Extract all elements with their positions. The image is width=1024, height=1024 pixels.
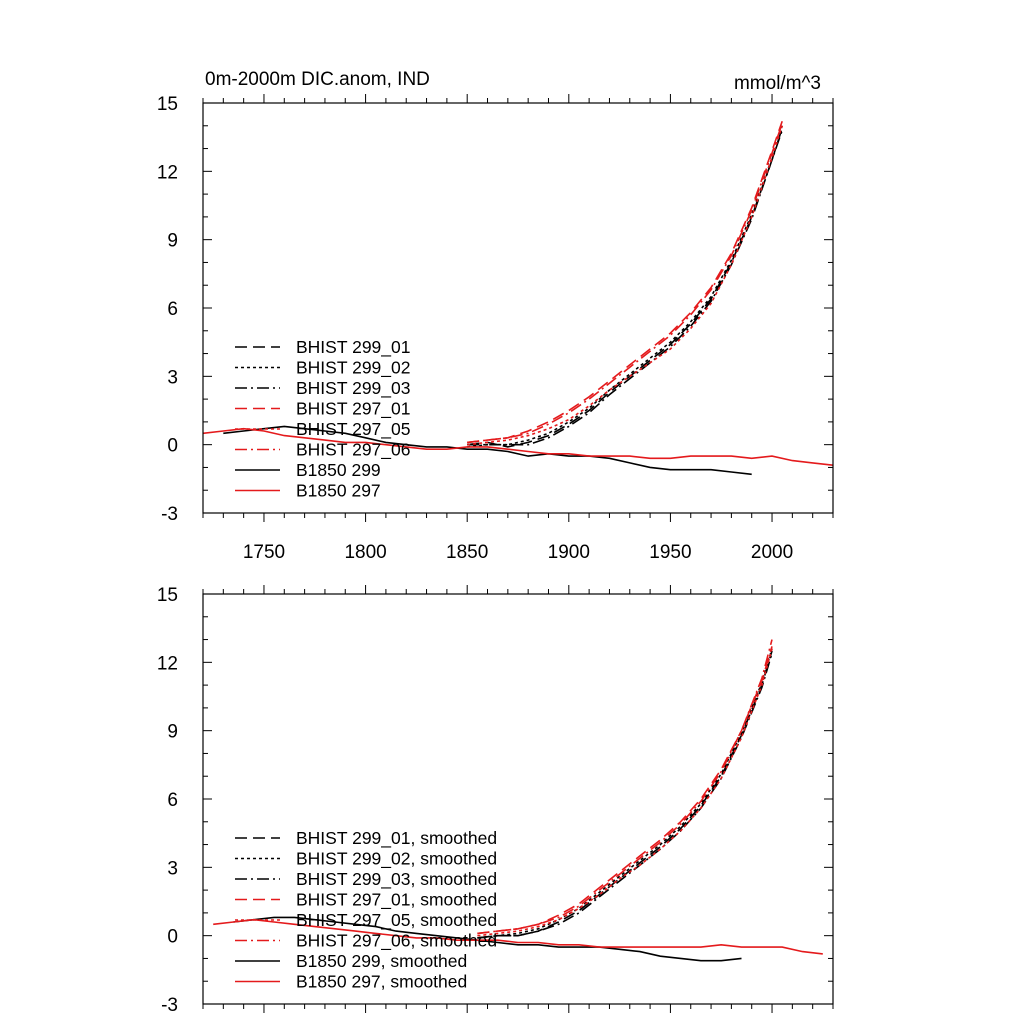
legend-label: BHIST 297_01, smoothed [296, 890, 497, 911]
y-tick-label: 0 [167, 436, 178, 457]
series-line-2-3 [477, 652, 773, 939]
series-line-1-6 [467, 123, 783, 444]
legend-label: BHIST 297_05 [296, 419, 410, 440]
y-tick-label: 12 [157, 653, 178, 674]
series-line-2-4 [477, 646, 773, 935]
series-line-1-3 [467, 130, 783, 446]
series-line-2-1 [477, 650, 773, 939]
y-tick-label: -3 [161, 995, 178, 1016]
y-tick-label: 15 [157, 585, 178, 606]
legend-label: BHIST 299_01 [296, 337, 410, 358]
legend-label: BHIST 299_02, smoothed [296, 849, 497, 870]
y-tick-label: 15 [157, 94, 178, 115]
y-tick-label: 6 [167, 790, 178, 811]
legend-label: BHIST 297_06, smoothed [296, 931, 497, 952]
series-line-2-2 [477, 648, 773, 939]
legend-label: B1850 299 [296, 460, 381, 480]
legend-label: BHIST 299_01, smoothed [296, 828, 497, 849]
series-line-1-1 [467, 127, 783, 448]
chart-title: 0m-2000m DIC.anom, IND [205, 69, 430, 90]
y-tick-label: -3 [161, 504, 178, 525]
x-tick-label: 1900 [548, 542, 590, 563]
series-line-1-2 [467, 125, 783, 448]
legend-label: BHIST 299_03 [296, 378, 410, 399]
series-line-2-6 [477, 639, 773, 935]
series-line-1-8 [203, 427, 833, 466]
x-tick-label: 2000 [751, 542, 793, 563]
y-tick-label: 12 [157, 162, 178, 183]
series-line-2-7 [233, 916, 742, 962]
chart-panel-1: -3 0 3 6 9 12 15 1750 1800 1850 1900 1950 2000 0m-200… [157, 69, 834, 563]
series-line-1-4 [467, 120, 783, 444]
legend-label: B1850 297, smoothed [296, 972, 467, 992]
series-line-1-7 [223, 425, 752, 476]
y-tick-label: 3 [167, 858, 178, 879]
y-tick-label: 9 [167, 722, 178, 743]
x-tick-label: 1750 [243, 542, 285, 563]
legend-label: BHIST 297_05, smoothed [296, 910, 497, 931]
legend-label: BHIST 297_01 [296, 399, 410, 420]
series-line-2-5 [477, 648, 773, 937]
y-tick-label: 3 [167, 367, 178, 388]
y-tick-label: 6 [167, 299, 178, 320]
units-label: mmol/m^3 [734, 73, 821, 94]
y-tick-label: 9 [167, 231, 178, 252]
series-line-1-5 [467, 125, 783, 446]
legend-label: BHIST 297_06 [296, 440, 410, 461]
series-line-2-8 [213, 918, 823, 955]
x-tick-label: 1950 [649, 542, 691, 563]
legend-label: BHIST 299_02 [296, 358, 410, 379]
x-tick-label: 1850 [446, 542, 488, 563]
legend-label: B1850 299, smoothed [296, 951, 467, 971]
legend-label: BHIST 299_03, smoothed [296, 869, 497, 890]
x-tick-label: 1800 [344, 542, 386, 563]
legend-label: B1850 297 [296, 481, 381, 501]
y-tick-label: 0 [167, 927, 178, 948]
